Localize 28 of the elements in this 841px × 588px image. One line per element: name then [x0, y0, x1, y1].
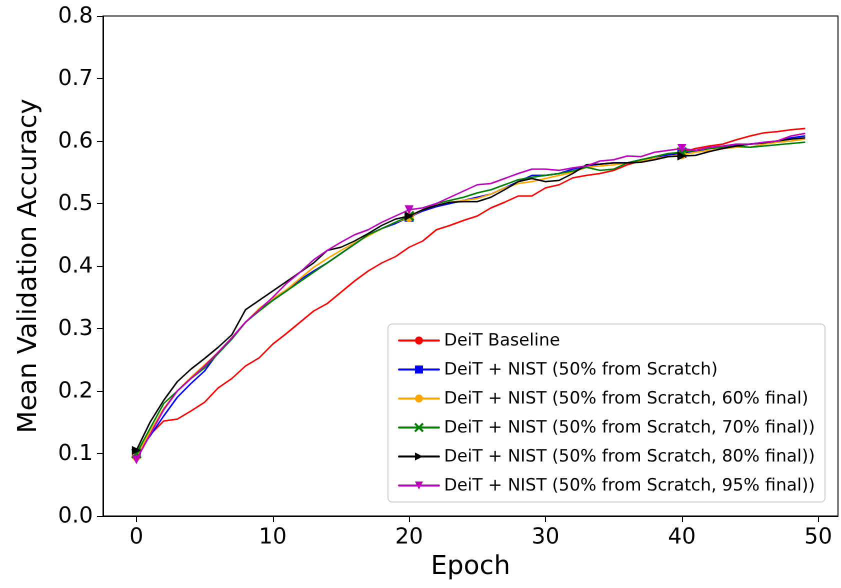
y-axis-title: Mean Validation Accuracy	[13, 98, 43, 434]
y-tick-label: 0.6	[58, 128, 93, 154]
point	[677, 144, 686, 153]
point	[132, 455, 141, 464]
x-tick-label: 0	[129, 524, 144, 550]
y-tick-label: 0.7	[58, 66, 93, 91]
legend-label: DeiT + NIST (50% from Scratch, 60% final)	[444, 388, 808, 408]
point	[676, 146, 688, 158]
x-tick-label: 30	[532, 524, 560, 550]
x-tick-label: 10	[258, 524, 287, 550]
y-tick-label: 0.0	[58, 504, 93, 528]
y-tick-label: 0.5	[58, 191, 93, 216]
x-tick-label: 20	[395, 524, 424, 550]
point	[404, 205, 414, 214]
legend-label: DeiT + NIST (50% from Scratch, 95% final))	[444, 476, 816, 496]
y-tick-label: 0.2	[58, 378, 93, 404]
y-tick-label: 0.1	[58, 441, 93, 466]
y-tick-label: 0.3	[58, 316, 93, 341]
legend-label: DeiT Baseline	[444, 330, 560, 350]
legend-label: DeiT + NIST (50% from Scratch, 80% final))	[444, 446, 816, 466]
x-tick-label: 50	[804, 524, 832, 550]
x-tick-label: 40	[668, 524, 696, 550]
legend-label: DeiT + NIST (50% from Scratch)	[444, 360, 718, 380]
y-tick-label: 0.8	[58, 4, 93, 28]
x-axis-title: Epoch	[430, 550, 510, 581]
y-tick-label: 0.4	[58, 254, 93, 278]
point	[132, 446, 141, 455]
legend-label: DeiT + NIST (50% from Scratch, 70% final))	[444, 418, 816, 438]
